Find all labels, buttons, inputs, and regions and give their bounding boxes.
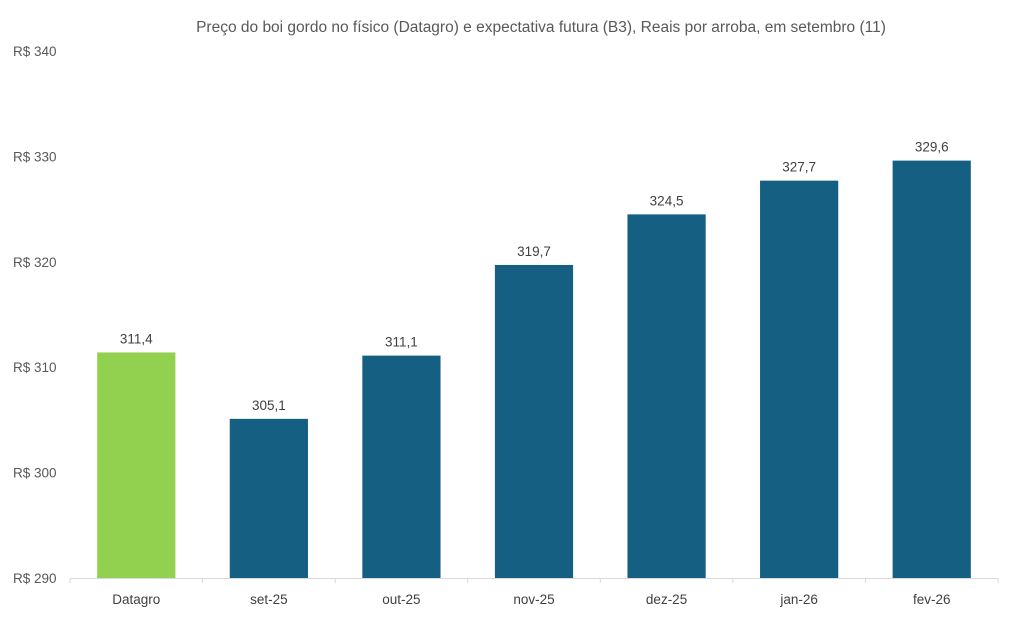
y-axis: R$ 290 R$ 300 R$ 310 R$ 320 R$ 330 R$ 340	[13, 44, 57, 586]
y-tick-label: R$ 340	[13, 44, 57, 59]
bars	[97, 160, 971, 578]
bar-nov-25	[494, 264, 574, 578]
data-label: 329,6	[915, 140, 949, 155]
y-tick-label: R$ 310	[13, 360, 57, 375]
y-tick-label: R$ 290	[13, 571, 57, 586]
bar-out-25	[362, 355, 441, 578]
bar-datagro	[97, 352, 176, 578]
bar-set-25	[229, 418, 308, 578]
data-label: 324,5	[650, 193, 684, 208]
bar-jan-26	[760, 180, 839, 578]
data-label: 319,7	[517, 244, 551, 259]
x-tick-label: nov-25	[513, 592, 554, 607]
data-label: 311,1	[385, 335, 418, 350]
x-tick-label: out-25	[382, 592, 420, 607]
x-tick-label: set-25	[250, 592, 288, 607]
data-label: 305,1	[252, 398, 286, 413]
bar-fev-26	[892, 160, 971, 578]
x-tick-label: fev-26	[913, 592, 951, 607]
data-label: 311,4	[120, 331, 153, 346]
y-tick-label: R$ 320	[13, 255, 57, 270]
data-labels: 311,4 305,1 311,1 319,7 324,5 327,7 329,6	[120, 140, 949, 413]
x-axis: Datagro set-25 out-25 nov-25 dez-25 jan-26 fev…	[69, 578, 999, 607]
y-tick-label: R$ 300	[13, 466, 57, 481]
x-tick-label: Datagro	[112, 592, 160, 607]
y-tick-label: R$ 330	[13, 149, 57, 164]
bar-dez-25	[627, 214, 706, 578]
data-label: 327,7	[782, 160, 816, 175]
x-tick-label: jan-26	[779, 592, 818, 607]
x-tick-label: dez-25	[646, 592, 687, 607]
chart-title: Preço do boi gordo no físico (Datagro) e…	[196, 19, 886, 36]
